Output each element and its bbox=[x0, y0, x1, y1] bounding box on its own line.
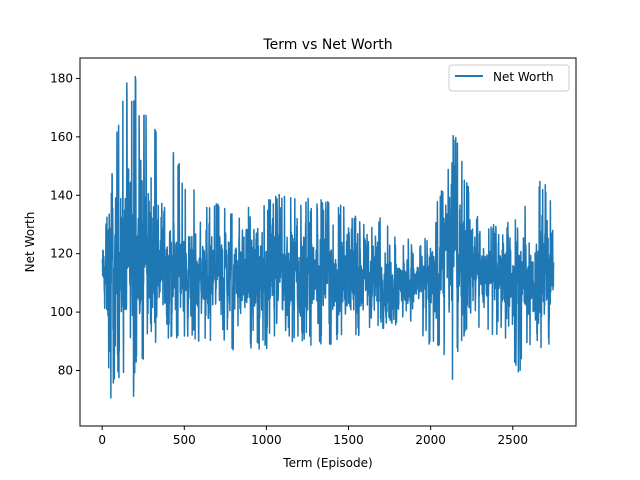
x-tick-label: 2500 bbox=[497, 433, 528, 447]
x-tick-label: 0 bbox=[98, 433, 106, 447]
x-axis-ticks: 0 500 1000 1500 2000 2500 bbox=[98, 426, 528, 447]
chart-title: Term vs Net Worth bbox=[262, 37, 392, 53]
y-tick-label: 120 bbox=[50, 247, 73, 261]
x-tick-label: 1500 bbox=[333, 433, 364, 447]
x-tick-label: 1000 bbox=[251, 433, 282, 447]
y-tick-label: 180 bbox=[50, 71, 73, 85]
y-axis-label: Net Worth bbox=[23, 212, 37, 273]
plot-area bbox=[101, 75, 555, 399]
x-axis-label: Term (Episode) bbox=[282, 456, 372, 470]
x-tick-label: 2000 bbox=[415, 433, 446, 447]
legend-box bbox=[448, 64, 570, 92]
y-axis-ticks: 80 100 120 140 160 180 bbox=[50, 71, 80, 378]
x-tick-label: 500 bbox=[173, 433, 196, 447]
y-tick-label: 80 bbox=[58, 364, 73, 378]
y-tick-label: 100 bbox=[50, 305, 73, 319]
legend-label-net-worth: Net Worth bbox=[493, 70, 554, 84]
series-line-net-worth bbox=[101, 75, 555, 399]
y-tick-label: 140 bbox=[50, 188, 73, 202]
legend: Net Worth bbox=[448, 64, 570, 92]
plot-frame bbox=[79, 57, 577, 427]
y-tick-label: 160 bbox=[50, 130, 73, 144]
